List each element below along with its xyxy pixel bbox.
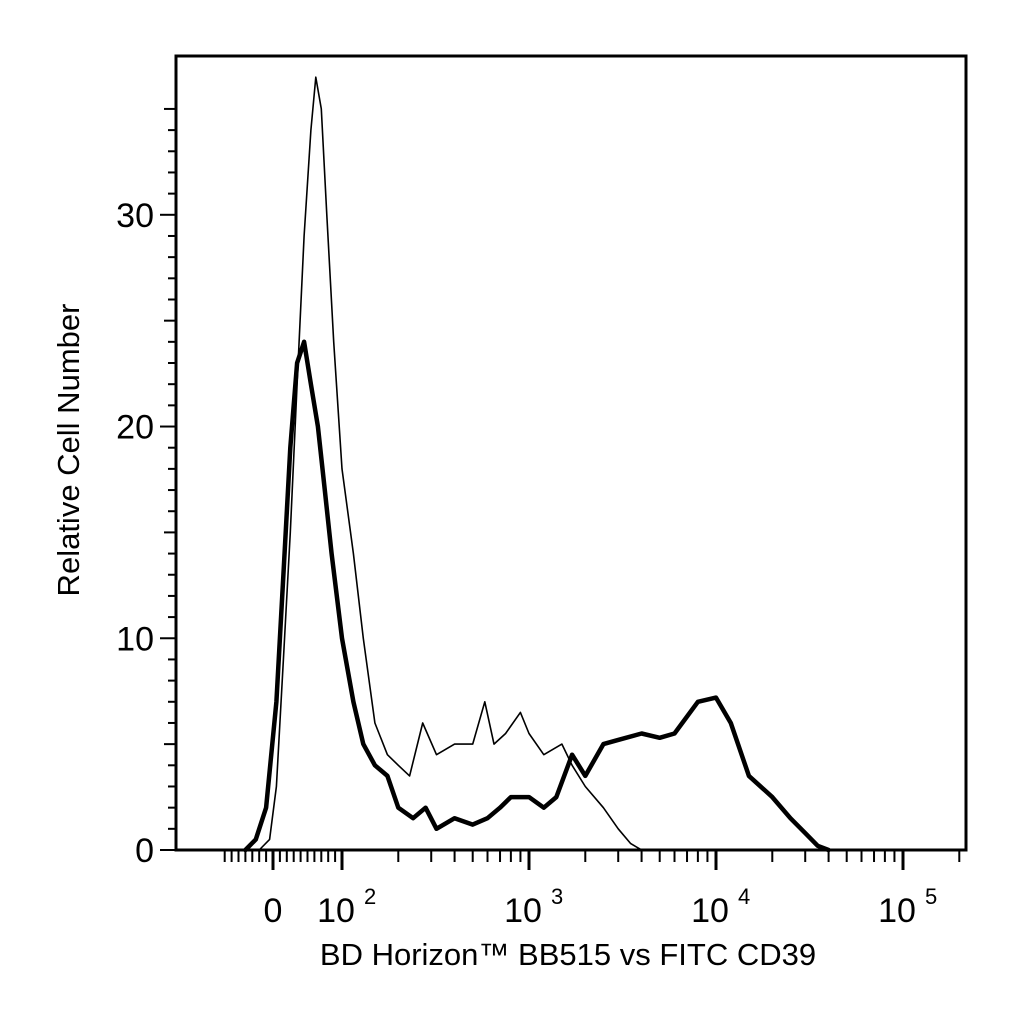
x-tick-label: 10 4 bbox=[691, 884, 750, 930]
x-tick-label-base: 10 bbox=[691, 892, 729, 930]
y-tick-label: 0 bbox=[135, 832, 154, 870]
x-tick-label: 0 bbox=[264, 892, 283, 930]
x-tick-label: 10 3 bbox=[504, 884, 563, 930]
y-tick-label: 30 bbox=[116, 197, 154, 235]
y-tick-label: 10 bbox=[116, 620, 154, 658]
y-axis-title: Relative Cell Number bbox=[51, 304, 86, 597]
x-tick-label-exponent: 5 bbox=[925, 884, 937, 909]
x-tick-label: 10 5 bbox=[878, 884, 937, 930]
x-tick-label-exponent: 4 bbox=[738, 884, 750, 909]
histogram-thin-trace bbox=[258, 76, 653, 851]
x-tick-label-base: 10 bbox=[317, 892, 355, 930]
x-tick-label-base: 10 bbox=[878, 892, 916, 930]
x-tick-label-exponent: 2 bbox=[364, 884, 376, 909]
y-tick-label: 20 bbox=[116, 409, 154, 447]
x-tick-label: 10 2 bbox=[317, 884, 376, 930]
histogram-thick-trace bbox=[243, 339, 831, 853]
x-axis-title: BD Horizon™ BB515 vs FITC CD39 bbox=[320, 937, 816, 972]
x-tick-label-base: 10 bbox=[504, 892, 542, 930]
x-tick-label-exponent: 3 bbox=[551, 884, 563, 909]
plot-frame bbox=[174, 54, 968, 852]
